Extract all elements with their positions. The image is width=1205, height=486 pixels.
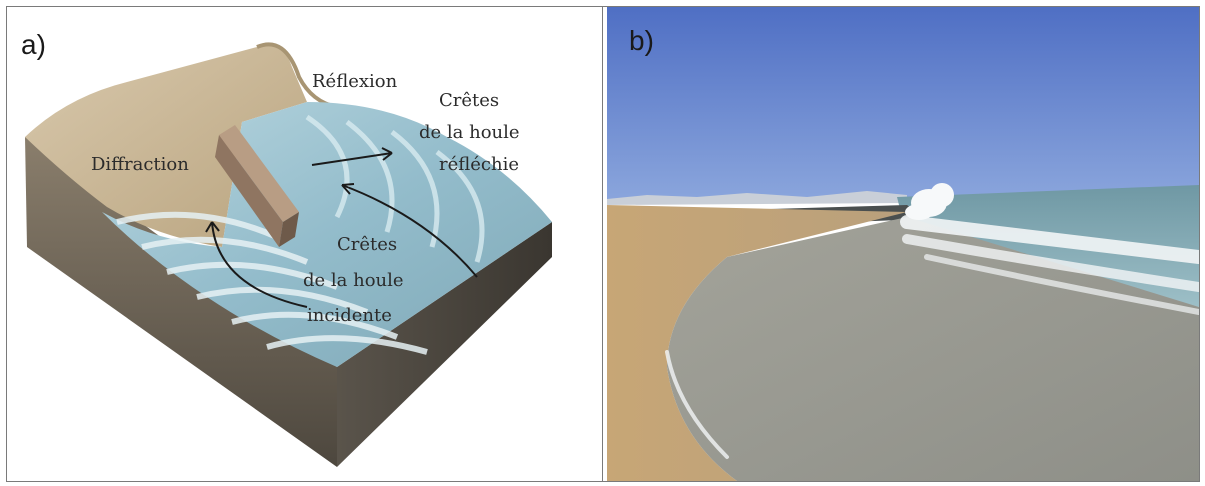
block-side-right bbox=[337, 222, 552, 467]
reflected-wave-crests bbox=[305, 114, 485, 263]
incident-wave-crests bbox=[116, 211, 428, 355]
panel-a-label: a) bbox=[21, 29, 46, 60]
panel-b-label: b) bbox=[629, 25, 654, 56]
incident-arrow bbox=[341, 184, 478, 278]
beach-sand bbox=[607, 205, 907, 481]
label-reflected-crests-3: réfléchie bbox=[439, 154, 519, 175]
panel-b-photo: b) bbox=[607, 7, 1199, 481]
label-incident-crests-3: incidente bbox=[307, 305, 392, 326]
label-reflexion: Réflexion bbox=[312, 71, 398, 92]
block-side-left bbox=[25, 137, 337, 467]
reflexion-arrow bbox=[311, 152, 393, 166]
breakwater bbox=[215, 125, 299, 247]
beach-photo bbox=[607, 7, 1199, 481]
label-incident-crests-2: de la houle bbox=[303, 270, 404, 291]
label-reflected-crests-2: de la houle bbox=[419, 122, 520, 143]
diffraction-arrow bbox=[211, 221, 308, 308]
foam bbox=[665, 215, 1199, 459]
block-diagram: Réflexion Diffraction Crêtes de la houle… bbox=[25, 42, 552, 467]
panel-a-diagram: Réflexion Diffraction Crêtes de la houle… bbox=[7, 7, 602, 481]
cliff-rim bbox=[256, 42, 338, 109]
water-surface bbox=[102, 102, 552, 367]
beach-cliff-surface bbox=[25, 44, 307, 247]
arrows bbox=[205, 147, 478, 308]
sky bbox=[607, 7, 1199, 199]
label-reflected-crests-1: Crêtes bbox=[439, 90, 499, 111]
label-incident-crests-1: Crêtes bbox=[337, 234, 397, 255]
label-diffraction: Diffraction bbox=[91, 154, 189, 175]
distant-coast bbox=[607, 191, 907, 205]
figure-frame: Réflexion Diffraction Crêtes de la houle… bbox=[6, 6, 1200, 482]
panel-divider bbox=[602, 7, 603, 481]
wave-splash bbox=[905, 183, 954, 220]
